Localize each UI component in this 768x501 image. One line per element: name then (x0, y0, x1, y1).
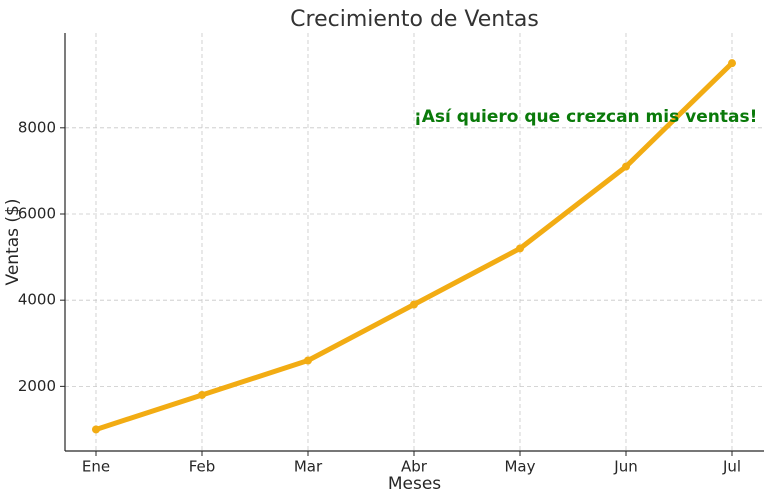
y-tick-label: 4000 (18, 291, 56, 309)
y-tick-label: 2000 (18, 377, 56, 395)
y-axis-title: Ventas ($) (3, 199, 23, 286)
data-point (410, 300, 418, 309)
vertical-gridlines (95, 33, 733, 451)
chart-title: Crecimiento de Ventas (290, 7, 539, 32)
x-tick-label: Feb (189, 458, 216, 476)
x-tick-label: Jun (613, 458, 637, 476)
data-point (728, 59, 736, 68)
sales-series-points (92, 59, 736, 434)
data-point (304, 356, 312, 365)
x-tick-label: Jul (722, 458, 741, 476)
x-axis-ticks: Ene Feb Mar Abr May Jun Jul (82, 451, 741, 476)
x-axis-title: Meses (388, 474, 441, 494)
x-tick-label: Mar (294, 458, 323, 476)
y-tick-label: 8000 (18, 118, 56, 136)
x-tick-label: May (504, 458, 535, 476)
data-point (198, 390, 206, 399)
data-point (516, 244, 524, 253)
x-tick-label: Ene (82, 458, 110, 476)
horizontal-gridlines (65, 127, 764, 387)
data-point (92, 425, 100, 434)
y-axis-ticks: 2000 4000 6000 8000 (18, 118, 65, 395)
x-tick-label: Abr (401, 458, 428, 476)
annotation-text: ¡Así quiero que crezcan mis ventas! (414, 107, 757, 127)
data-point (622, 162, 630, 171)
y-tick-label: 6000 (18, 204, 56, 222)
